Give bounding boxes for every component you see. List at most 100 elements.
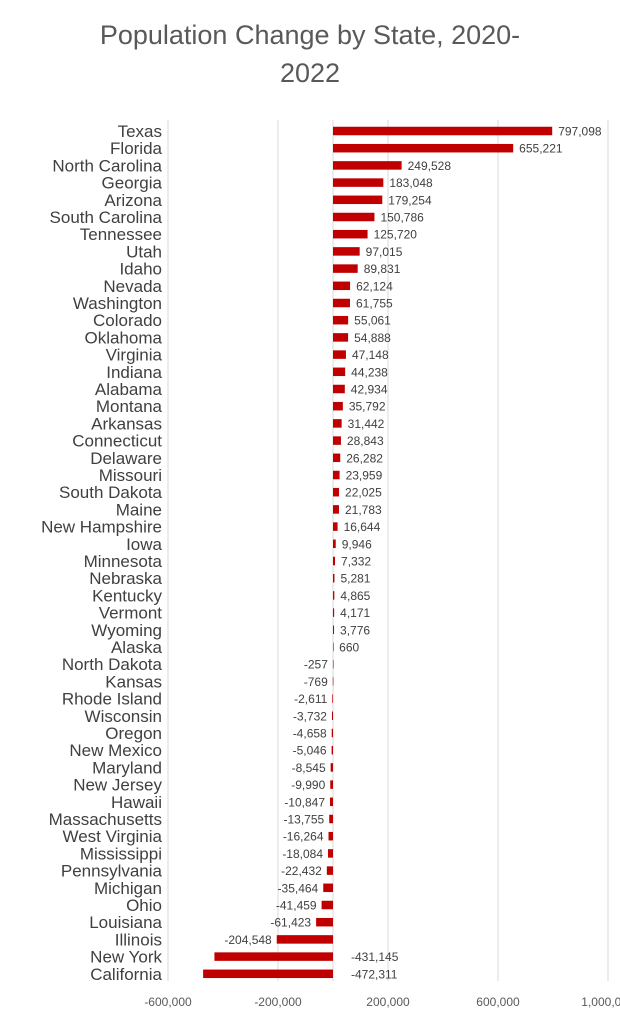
bar <box>333 419 342 428</box>
data-label: 89,831 <box>364 262 401 276</box>
bar <box>333 178 384 187</box>
category-label: Idaho <box>119 260 162 279</box>
data-label: 22,025 <box>345 486 382 500</box>
chart-title-line-1: Population Change by State, 2020- <box>99 20 521 50</box>
chart-title: Population Change by State, 2020- 2022 <box>60 16 560 92</box>
category-label: Hawaii <box>111 793 162 812</box>
x-tick-label: -600,000 <box>144 995 192 1009</box>
data-label: 31,442 <box>348 417 385 431</box>
data-label: 5,281 <box>340 572 370 586</box>
category-label: Vermont <box>99 604 163 623</box>
data-label: -4,658 <box>293 727 327 741</box>
data-label: -257 <box>304 658 328 672</box>
data-label: -5,046 <box>293 744 327 758</box>
bar <box>276 935 333 944</box>
data-label: 62,124 <box>356 279 393 293</box>
data-label: -10,847 <box>284 795 325 809</box>
bar <box>330 780 333 789</box>
category-label: South Carolina <box>50 208 163 227</box>
data-label: 660 <box>339 641 359 655</box>
category-label: Wyoming <box>91 621 162 640</box>
category-label: Connecticut <box>72 432 162 451</box>
bar <box>333 625 335 635</box>
category-label: Ohio <box>126 896 162 915</box>
category-label: Iowa <box>126 535 162 554</box>
category-label: Maryland <box>92 758 162 777</box>
bar <box>333 212 375 222</box>
data-label: 179,254 <box>388 193 432 207</box>
bar <box>333 333 349 342</box>
bar <box>203 969 333 979</box>
bar <box>332 677 334 686</box>
x-tick-label: 200,000 <box>366 995 410 1009</box>
bar <box>333 367 346 377</box>
data-label: 35,792 <box>349 400 386 414</box>
category-label: Georgia <box>102 174 163 193</box>
category-label: Texas <box>118 122 162 141</box>
data-labels: 797,098 655,221 249,528 183,048 179,254 150,7… <box>224 125 602 982</box>
data-label: 16,644 <box>344 520 381 534</box>
category-label: New Jersey <box>73 776 162 795</box>
category-label: Mississippi <box>80 844 162 863</box>
data-label: 44,238 <box>351 365 388 379</box>
bar <box>331 711 333 721</box>
category-label: Oklahoma <box>85 328 163 347</box>
bar <box>333 608 335 617</box>
bar <box>214 952 333 961</box>
category-label: Alabama <box>95 380 163 399</box>
category-label: Florida <box>110 139 163 158</box>
bar <box>333 281 351 291</box>
bar <box>333 487 340 497</box>
data-label: 61,755 <box>356 297 393 311</box>
bar <box>333 573 335 583</box>
bar <box>333 436 341 445</box>
data-label: 4,865 <box>340 589 370 603</box>
data-label: 183,048 <box>389 176 433 190</box>
bars <box>203 126 553 979</box>
category-label: Alaska <box>111 638 163 657</box>
data-label: -431,145 <box>351 950 399 964</box>
data-label: -61,423 <box>270 916 311 930</box>
bar <box>326 866 333 875</box>
category-label: Arkansas <box>91 414 162 433</box>
data-label: 26,282 <box>346 451 383 465</box>
bar <box>333 556 336 566</box>
data-label: -769 <box>304 675 328 689</box>
data-label: 42,934 <box>351 383 388 397</box>
category-label: Utah <box>126 242 162 261</box>
category-label: Pennsylvania <box>61 862 163 881</box>
data-label: -9,990 <box>291 778 325 792</box>
bar <box>333 315 349 325</box>
category-label: New Hampshire <box>41 518 162 537</box>
category-label: Kentucky <box>92 586 162 605</box>
data-label: -41,459 <box>276 899 317 913</box>
category-label: Washington <box>73 294 162 313</box>
data-label: 23,959 <box>346 469 383 483</box>
category-label: Illinois <box>115 930 162 949</box>
bar <box>316 917 333 927</box>
data-label: -472,311 <box>351 967 398 981</box>
category-label: Nevada <box>103 277 162 296</box>
bar <box>333 143 514 153</box>
bar <box>328 831 333 841</box>
bar <box>330 797 333 807</box>
category-label: Kansas <box>105 672 162 691</box>
category-label: Virginia <box>106 346 163 365</box>
bar <box>333 539 336 549</box>
category-label: Maine <box>116 500 162 519</box>
bar <box>333 453 341 463</box>
category-label: Minnesota <box>84 552 163 571</box>
data-label: 249,528 <box>408 159 452 173</box>
data-label: 54,888 <box>354 331 391 345</box>
bar <box>333 505 339 514</box>
category-label: North Carolina <box>52 156 162 175</box>
category-label: South Dakota <box>59 483 163 502</box>
category-label: New York <box>90 948 162 967</box>
data-label: 21,783 <box>345 503 382 517</box>
category-label: Oregon <box>105 724 162 743</box>
bar <box>333 264 358 273</box>
bar <box>333 642 334 652</box>
data-label: -18,084 <box>282 847 323 861</box>
bar <box>331 745 333 755</box>
